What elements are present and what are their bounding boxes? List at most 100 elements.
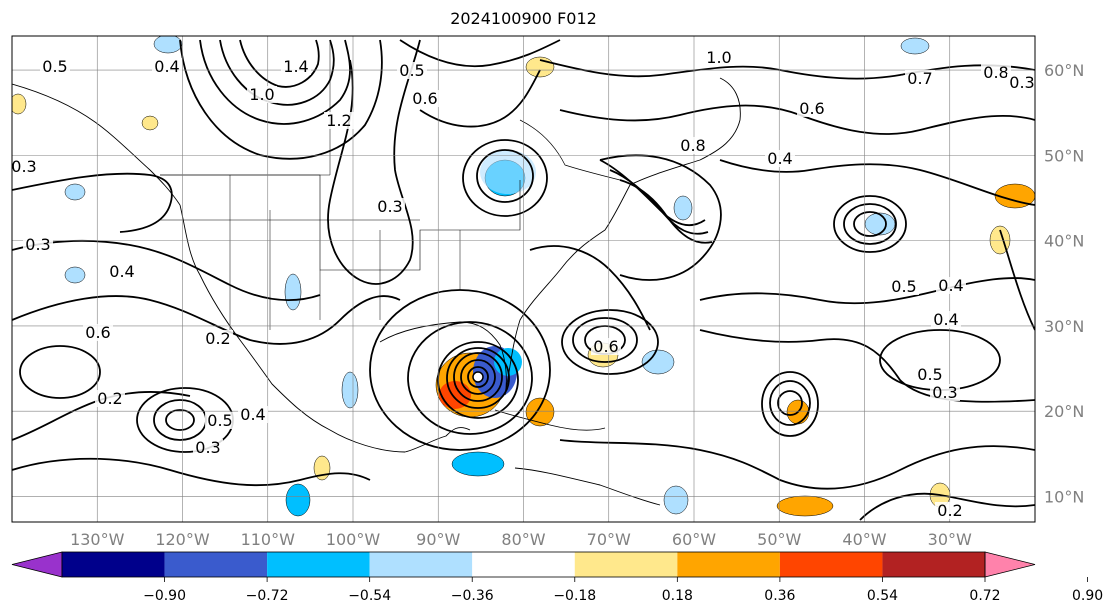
colorbar-segment (677, 552, 780, 577)
contour-label: 0.6 (799, 99, 824, 118)
colorbar-tick-labels: −0.90 −0.72 −0.54 −0.36 −0.18 0.18 0.36 0.54 0.7… (143, 577, 1103, 604)
longitude-labels: 130°W 120°W 110°W 100°W 90°W 80°W 70°W 60°W 50°W… (70, 530, 972, 549)
colorbar-segment (472, 552, 575, 577)
negative-anomaly-shade (900, 37, 930, 55)
contour-label: 0.5 (917, 365, 942, 384)
contour-label-background (905, 70, 935, 87)
contour-label-background (981, 64, 1011, 81)
contour-label: 0.4 (933, 310, 958, 329)
latitude-label: 10°N (1044, 487, 1084, 506)
colorbar-segment (882, 552, 985, 577)
contour-line (369, 289, 551, 451)
colorbar-segment (369, 552, 473, 577)
contour-label-background (936, 277, 966, 294)
contour-line (572, 317, 638, 363)
contour-line (609, 169, 709, 235)
contour-label-background (397, 62, 427, 79)
contour-label-background (152, 58, 182, 75)
contour-line (699, 277, 1035, 305)
colorbar-extend-min (11, 551, 63, 578)
contour-label-background (591, 338, 621, 355)
latitude-label: 20°N (1044, 402, 1084, 421)
longitude-label: 130°W (70, 530, 125, 549)
longitude-label: 30°W (928, 530, 972, 549)
contour-label: 0.8 (983, 63, 1008, 82)
contour-label-background (375, 198, 405, 215)
contour-line (476, 149, 534, 203)
longitude-label: 40°W (842, 530, 886, 549)
contour-label-background (765, 150, 795, 167)
colorbar-segment (267, 552, 370, 577)
negative-anomaly-shade (864, 212, 896, 236)
colorbar-segment (164, 552, 268, 577)
contour-label: 0.2 (937, 501, 962, 520)
contour-line (179, 39, 383, 160)
contour-line (399, 39, 561, 68)
negative-anomaly-shade (285, 483, 311, 517)
colorbar-tick-label: −0.90 (143, 588, 186, 604)
contour-line (19, 345, 101, 399)
colorbar-tick-label: −0.54 (348, 588, 391, 604)
country-border (160, 42, 331, 176)
contour-line (460, 359, 496, 395)
contour-label: 0.3 (932, 383, 957, 402)
contour-label: 0.8 (680, 136, 705, 155)
colorbar-tick-label: 0.36 (764, 588, 795, 604)
contour-label-background (704, 49, 734, 66)
longitude-label: 110°W (241, 530, 296, 549)
colorbar-extend-max (984, 551, 1036, 578)
contour-line (12, 239, 321, 302)
contour-label: 0.4 (154, 57, 179, 76)
contour-line (12, 172, 173, 233)
contour-label: 0.6 (412, 89, 437, 108)
longitude-label: 120°W (155, 530, 210, 549)
contour-line (999, 229, 1035, 331)
latitude-label: 60°N (1044, 61, 1084, 80)
contour-line (239, 39, 320, 88)
contour-line (561, 309, 659, 375)
longitude-label: 80°W (501, 530, 545, 549)
colorbar-tick-label: 0.90 (1072, 588, 1103, 604)
longitude-label: 50°W (757, 530, 801, 549)
contour-line (529, 245, 651, 331)
contour-line (12, 295, 401, 345)
positive-anomaly-shade (439, 381, 471, 409)
contour-label: 0.3 (25, 235, 50, 254)
contour-label: 0.3 (11, 157, 36, 176)
colorbar-tick-label: −0.18 (553, 588, 596, 604)
contour-line (719, 159, 1035, 206)
positive-anomaly-shade (141, 115, 159, 131)
contour-label: 1.2 (326, 111, 351, 130)
longitude-label: 100°W (326, 530, 381, 549)
longitude-label: 90°W (416, 530, 460, 549)
contour-label-background (203, 330, 233, 347)
contour-label-background (205, 412, 235, 429)
negative-anomaly-shade (480, 150, 536, 194)
coastline (629, 77, 741, 186)
contour-line (859, 492, 1035, 521)
contour-label-background (797, 100, 827, 117)
negative-anomaly-shade (284, 273, 302, 311)
storm-center-marker (472, 371, 484, 383)
contour-label: 0.6 (85, 323, 110, 342)
contour-label-layer: 0.5 0.4 1.41.00.50.61.21.00.80.60.40.30.30… (9, 48, 1037, 520)
contour-label-background (889, 278, 919, 295)
coastline (519, 119, 621, 181)
contour-label: 0.4 (767, 149, 792, 168)
contour-line (219, 39, 335, 106)
latitude-label: 30°N (1044, 317, 1084, 336)
negative-anomaly-shade (663, 485, 689, 515)
colorbar-tick-label: 0.72 (969, 588, 1000, 604)
contour-label: 0.4 (240, 405, 265, 424)
positive-anomaly-shade (12, 93, 27, 115)
contour-label-background (23, 236, 53, 253)
latitude-labels: 60°N 50°N 40°N 30°N 20°N 10°N (1044, 61, 1084, 506)
negative-anomaly-shade (641, 349, 675, 375)
contour-label-background (930, 384, 960, 401)
contour-line (199, 39, 351, 125)
contour-label: 1.4 (283, 57, 308, 76)
contour-label: 0.3 (1009, 73, 1034, 92)
graticule (12, 36, 1035, 522)
contour-line (419, 69, 541, 128)
contour-line (777, 390, 803, 416)
